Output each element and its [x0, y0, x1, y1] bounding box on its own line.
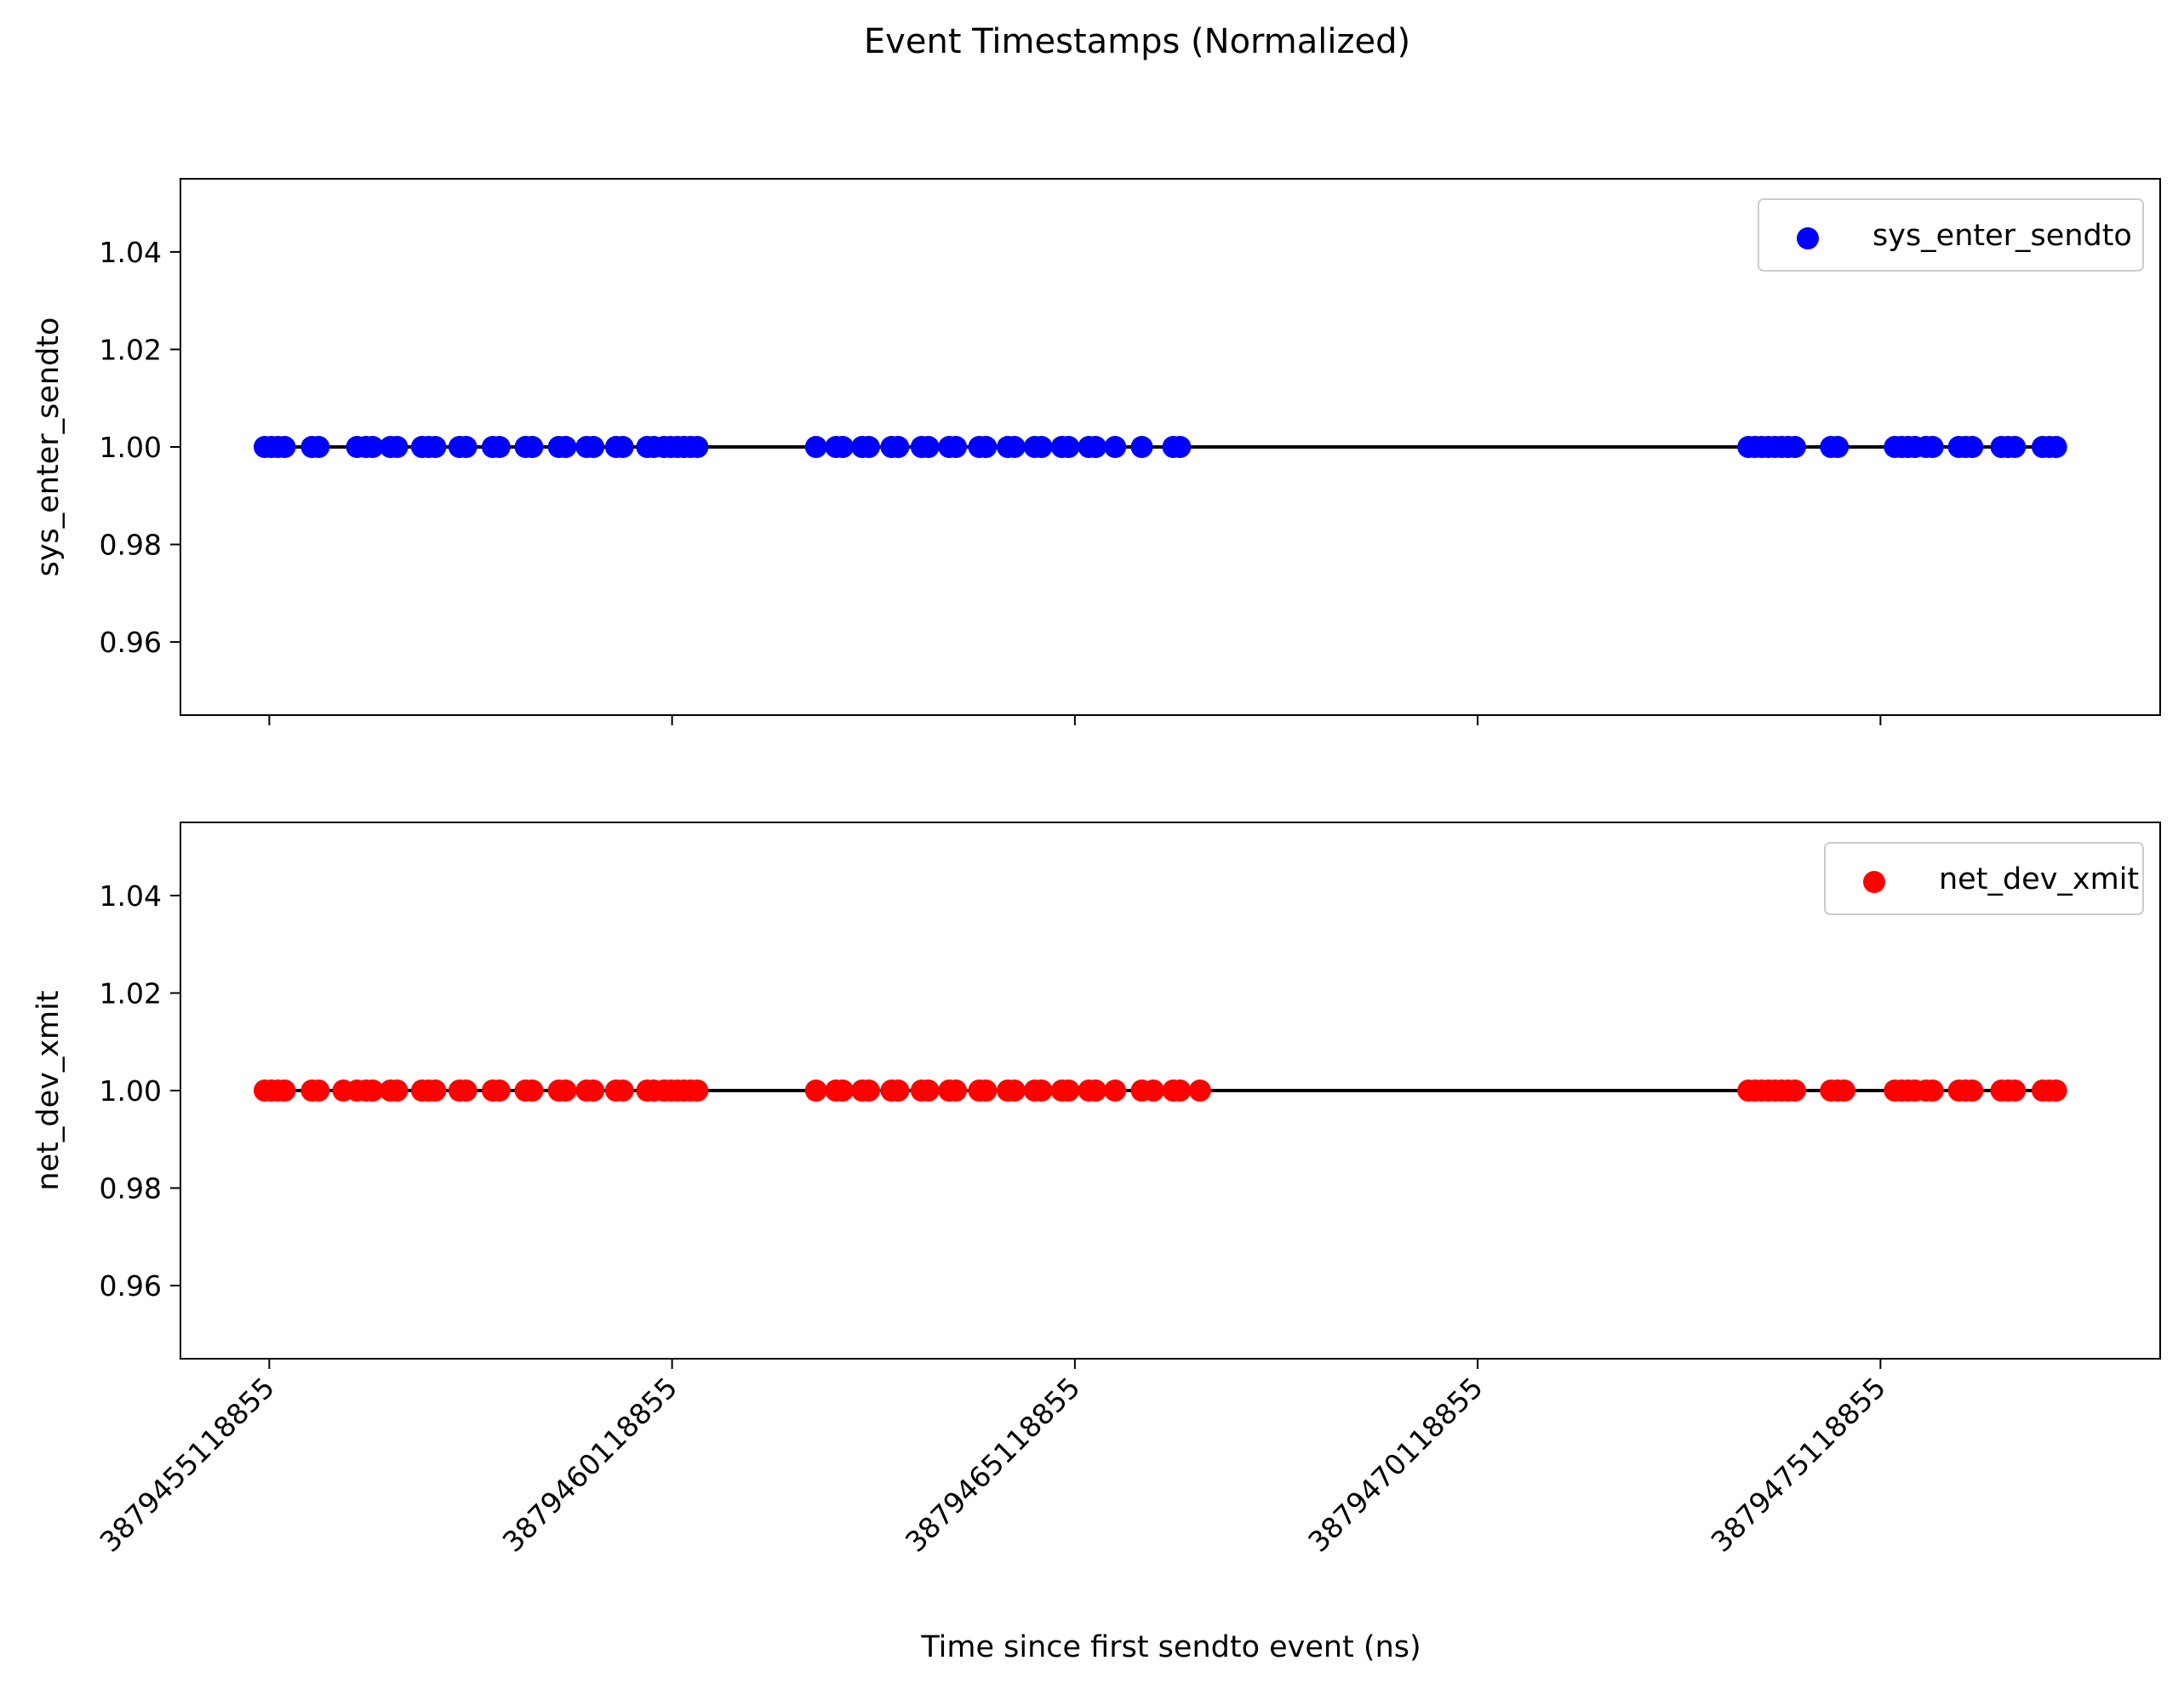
data-point — [804, 436, 827, 458]
data-point — [1921, 1079, 1944, 1102]
data-point — [887, 1079, 910, 1102]
data-point — [1030, 436, 1053, 458]
data-point — [1084, 436, 1107, 458]
legend-box — [1758, 198, 2144, 272]
x-tick-label: 3879465118855 — [899, 1371, 1087, 1559]
data-point — [582, 436, 605, 458]
data-point — [611, 436, 634, 458]
data-point — [455, 436, 477, 458]
legend: net_dev_xmit — [1824, 842, 2144, 915]
data-point — [1003, 1079, 1026, 1102]
data-point — [582, 1079, 605, 1102]
data-point — [554, 1079, 577, 1102]
y-tick-label: 0.98 — [100, 1172, 162, 1205]
data-point — [804, 1079, 827, 1102]
data-point — [273, 1079, 296, 1102]
data-point — [2044, 1079, 2067, 1102]
x-axis-label: Time since first sendto event (ns) — [920, 1630, 1421, 1664]
data-point — [1961, 436, 1984, 458]
data-point — [361, 436, 384, 458]
legend-marker — [1863, 871, 1885, 893]
data-point — [686, 1079, 709, 1102]
data-point — [386, 1079, 409, 1102]
data-point — [832, 1079, 855, 1102]
data-point — [917, 436, 940, 458]
legend-box — [1824, 842, 2144, 915]
data-point — [1921, 436, 1944, 458]
y-tick-label: 1.00 — [100, 431, 162, 464]
y-tick-label: 0.98 — [100, 529, 162, 562]
x-tick-labels: 3879455118855 3879460118855 3879465118855 3… — [93, 1371, 1892, 1559]
data-point — [1057, 1079, 1080, 1102]
x-tick-label: 3879455118855 — [93, 1371, 281, 1559]
legend-marker — [1797, 227, 1819, 249]
y-tick-label: 0.96 — [100, 626, 162, 659]
data-point — [887, 436, 910, 458]
data-point — [917, 1079, 940, 1102]
data-point — [455, 1079, 477, 1102]
data-point — [1783, 436, 1806, 458]
data-point — [273, 436, 296, 458]
y-axis-label: net_dev_xmit — [31, 990, 66, 1190]
data-point — [1832, 1079, 1855, 1102]
legend: sys_enter_sendto — [1758, 198, 2144, 272]
data-point — [1104, 1079, 1127, 1102]
y-tick-label: 1.02 — [100, 333, 162, 366]
data-point — [521, 436, 544, 458]
data-point — [611, 1079, 634, 1102]
data-point — [488, 436, 511, 458]
data-point — [1961, 1079, 1984, 1102]
x-tick-label: 3879470118855 — [1301, 1371, 1489, 1559]
data-point — [1084, 1079, 1107, 1102]
chart-title: Event Timestamps (Normalized) — [864, 22, 1410, 61]
x-tick-label: 3879460118855 — [496, 1371, 684, 1559]
data-point — [307, 436, 330, 458]
y-tick-label: 1.02 — [100, 976, 162, 1010]
data-point — [1827, 436, 1850, 458]
data-point — [488, 1079, 511, 1102]
x-tick-label: 3879475118855 — [1704, 1371, 1892, 1559]
data-point — [1104, 436, 1127, 458]
data-point — [2004, 436, 2027, 458]
data-point — [521, 1079, 544, 1102]
data-point — [857, 436, 880, 458]
data-point — [686, 436, 709, 458]
data-point — [945, 436, 968, 458]
legend-label: sys_enter_sendto — [1872, 219, 2132, 253]
y-tick-label: 1.00 — [100, 1074, 162, 1108]
data-point — [1003, 436, 1026, 458]
data-point — [1130, 436, 1153, 458]
data-point — [2044, 436, 2067, 458]
sys-enter-sendto-panel: 0.96 0.98 1.00 1.02 1.04 sys_enter_sendto sys_… — [31, 178, 2161, 725]
y-tick-label: 0.96 — [100, 1269, 162, 1303]
data-point — [1057, 436, 1080, 458]
data-point — [832, 436, 855, 458]
data-point — [945, 1079, 968, 1102]
data-point — [1030, 1079, 1053, 1102]
data-point — [386, 436, 409, 458]
data-point — [975, 1079, 998, 1102]
data-point — [424, 436, 447, 458]
data-point — [2004, 1079, 2027, 1102]
data-point — [361, 1079, 384, 1102]
data-point — [975, 436, 998, 458]
data-point — [307, 1079, 330, 1102]
data-point — [1169, 436, 1192, 458]
data-point — [424, 1079, 447, 1102]
data-point — [1142, 1079, 1165, 1102]
legend-label: net_dev_xmit — [1939, 862, 2139, 896]
data-point — [1188, 1079, 1211, 1102]
y-tick-label: 1.04 — [100, 236, 162, 269]
data-point — [1169, 1079, 1192, 1102]
data-point — [857, 1079, 880, 1102]
y-tick-label: 1.04 — [100, 879, 162, 913]
y-axis-label: sys_enter_sendto — [31, 318, 66, 577]
data-point — [554, 436, 577, 458]
data-point — [1783, 1079, 1806, 1102]
net-dev-xmit-panel: 0.96 0.98 1.00 1.02 1.04 net_dev_xmit net_dev_… — [31, 822, 2161, 1369]
